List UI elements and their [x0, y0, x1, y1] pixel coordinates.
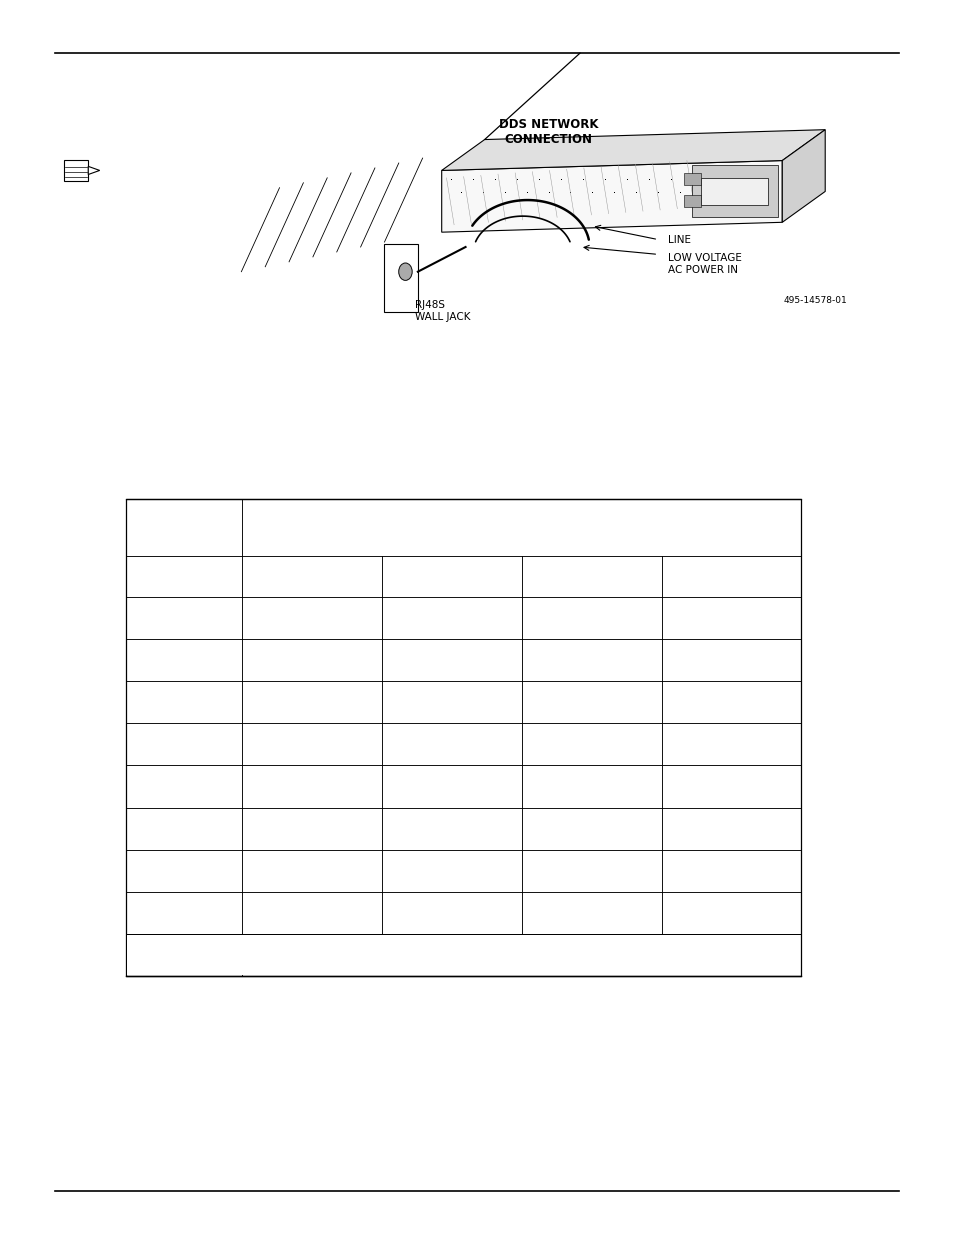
Polygon shape — [441, 130, 824, 170]
Text: 495-14578-01: 495-14578-01 — [783, 295, 846, 305]
Polygon shape — [683, 173, 700, 185]
Polygon shape — [781, 130, 824, 222]
Polygon shape — [64, 159, 88, 182]
Polygon shape — [441, 161, 781, 232]
Polygon shape — [88, 167, 100, 174]
Polygon shape — [683, 195, 700, 207]
Polygon shape — [691, 165, 777, 217]
Text: RJ48S
WALL JACK: RJ48S WALL JACK — [415, 300, 470, 321]
Polygon shape — [383, 245, 417, 312]
Text: LINE: LINE — [667, 235, 690, 245]
Polygon shape — [127, 935, 800, 976]
Text: DDS NETWORK
CONNECTION: DDS NETWORK CONNECTION — [498, 119, 598, 146]
Text: LOW VOLTAGE
AC POWER IN: LOW VOLTAGE AC POWER IN — [667, 253, 740, 275]
Polygon shape — [700, 178, 767, 205]
Circle shape — [398, 263, 412, 280]
